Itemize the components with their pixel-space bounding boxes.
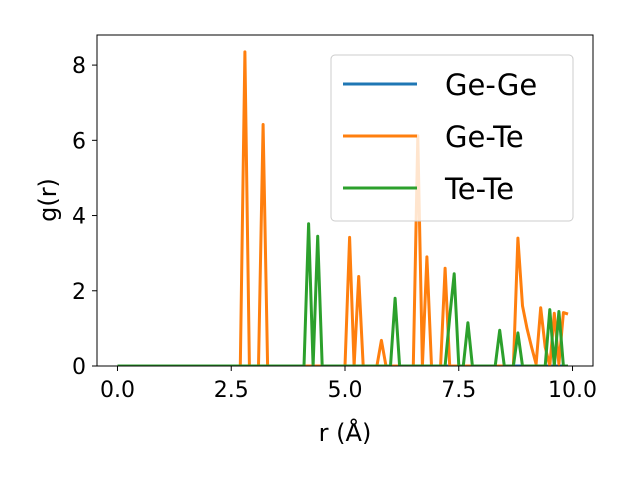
series-line-ge-te [117,50,569,366]
y-axis-label: g(r) [34,178,62,222]
y-axis-ticks: 0 2 4 6 8 [72,54,97,380]
legend-label-ge-ge: Ge-Ge [445,68,537,102]
x-tick-label: 0.0 [100,378,135,403]
legend-label-te-te: Te-Te [444,172,514,206]
y-tick-label: 0 [72,355,86,380]
legend-box [330,54,574,222]
legend-label-ge-te: Ge-Te [445,120,524,154]
y-tick-label: 2 [72,280,86,305]
x-tick-label: 10.0 [548,378,597,403]
x-tick-label: 2.5 [214,378,249,403]
y-tick-label: 8 [72,54,86,79]
legend: Ge-Ge Ge-Te Te-Te [330,54,574,222]
x-tick-label: 5.0 [328,378,363,403]
series-line-te-te [117,222,568,366]
x-tick-label: 7.5 [441,378,476,403]
y-tick-label: 6 [72,129,86,154]
x-axis-label: r (Å) [319,418,372,447]
x-axis-ticks: 0.0 2.5 5.0 7.5 10.0 [100,366,597,403]
series-layer [117,50,569,366]
y-tick-label: 4 [72,205,86,230]
